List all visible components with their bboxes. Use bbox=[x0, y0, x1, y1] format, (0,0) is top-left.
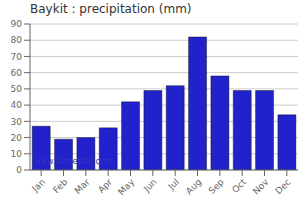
svg-text:Aug: Aug bbox=[184, 177, 204, 197]
svg-text:Jun: Jun bbox=[141, 177, 159, 195]
svg-text:40: 40 bbox=[11, 100, 23, 110]
svg-text:10: 10 bbox=[11, 149, 23, 159]
svg-text:80: 80 bbox=[11, 35, 23, 45]
svg-text:Jul: Jul bbox=[166, 177, 181, 192]
svg-text:Jan: Jan bbox=[30, 177, 48, 195]
svg-text:60: 60 bbox=[11, 68, 23, 78]
svg-text:20: 20 bbox=[11, 133, 23, 143]
svg-text:Mar: Mar bbox=[73, 177, 92, 196]
svg-text:Apr: Apr bbox=[96, 177, 114, 195]
svg-text:30: 30 bbox=[11, 117, 23, 127]
svg-text:Nov: Nov bbox=[251, 176, 271, 196]
svg-text:50: 50 bbox=[11, 84, 23, 94]
svg-text:Dec: Dec bbox=[273, 177, 292, 196]
svg-text:0: 0 bbox=[16, 165, 22, 175]
html-text:www.allmetsat.com: www.allmetsat.com bbox=[34, 157, 113, 166]
html-text:Baykit : precipitation (mm): Baykit : precipitation (mm) bbox=[30, 2, 192, 16]
svg-text:Feb: Feb bbox=[51, 177, 70, 196]
svg-text:70: 70 bbox=[11, 52, 23, 62]
svg-text:90: 90 bbox=[11, 19, 23, 29]
svg-text:Oct: Oct bbox=[230, 177, 248, 195]
svg-text:May: May bbox=[116, 176, 137, 197]
svg-text:Sep: Sep bbox=[207, 177, 226, 196]
